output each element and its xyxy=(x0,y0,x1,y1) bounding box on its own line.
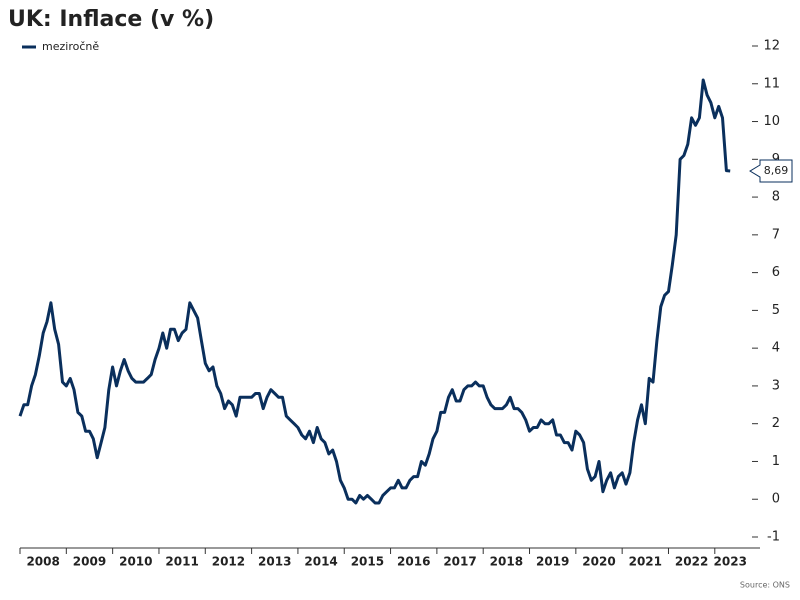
y-tick-label: 12 xyxy=(763,39,780,54)
y-tick-label: 4 xyxy=(772,341,780,356)
x-tick-label: 2011 xyxy=(165,555,198,569)
x-tick-label: 2013 xyxy=(258,555,291,569)
legend-label: meziročně xyxy=(42,40,99,53)
x-tick-label: 2019 xyxy=(536,555,569,569)
x-tick-label: 2008 xyxy=(26,555,59,569)
value-label: 8,69 xyxy=(764,164,789,177)
y-tick-label: -1 xyxy=(767,530,780,545)
y-tick-label: 6 xyxy=(772,265,780,280)
y-tick-label: 2 xyxy=(772,416,780,431)
x-tick-label: 2010 xyxy=(119,555,152,569)
y-tick-label: 3 xyxy=(772,378,780,393)
y-tick-label: 10 xyxy=(763,114,780,129)
y-tick-label: 0 xyxy=(772,492,780,507)
y-tick-label: 11 xyxy=(763,76,780,91)
y-tick-label: 8 xyxy=(772,190,780,205)
source: Source: ONS xyxy=(740,581,790,590)
y-tick-label: 1 xyxy=(772,454,780,469)
chart-title: UK: Inflace (v %) xyxy=(8,7,214,32)
x-tick-label: 2012 xyxy=(212,555,245,569)
x-tick-label: 2023 xyxy=(714,555,747,569)
y-tick-label: 5 xyxy=(772,303,780,318)
x-tick-label: 2021 xyxy=(629,555,662,569)
x-tick-label: 2022 xyxy=(675,555,708,569)
value-callout xyxy=(749,159,793,183)
x-tick-label: 2020 xyxy=(582,555,615,569)
x-tick-label: 2017 xyxy=(443,555,476,569)
y-tick-label: 9 xyxy=(772,152,780,167)
line xyxy=(18,78,731,505)
x-tick-label: 2014 xyxy=(304,555,337,569)
x-tick-label: 2015 xyxy=(351,555,384,569)
y-tick-label: 7 xyxy=(772,227,780,242)
x-tick-label: 2009 xyxy=(73,555,106,569)
x-tick-label: 2018 xyxy=(490,555,523,569)
x-tick-label: 2016 xyxy=(397,555,430,569)
